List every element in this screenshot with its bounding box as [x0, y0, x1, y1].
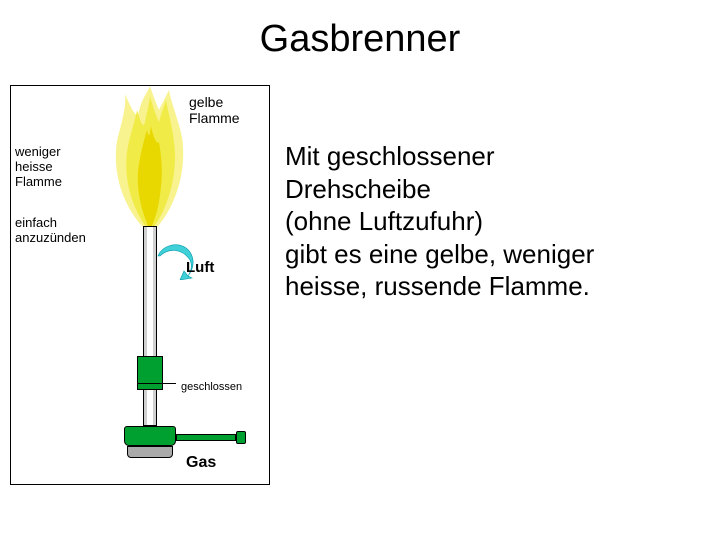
- collar-indicator-line: [137, 383, 176, 384]
- label-less-hot: weniger heisse Flamme: [15, 145, 62, 190]
- burner-tube: [143, 226, 157, 426]
- desc-line-2: Drehscheibe: [285, 173, 705, 206]
- desc-line-3: (ohne Luftzufuhr): [285, 205, 705, 238]
- burner-base: [124, 426, 176, 446]
- description-text: Mit geschlossener Drehscheibe (ohne Luft…: [285, 140, 705, 303]
- page-title: Gasbrenner: [0, 18, 720, 61]
- label-gas: Gas: [186, 454, 216, 472]
- label-easy-ignite: einfach anzuzünden: [15, 216, 86, 246]
- burner-diagram: gelbe Flamme weniger heisse Flamme einfa…: [10, 85, 270, 485]
- label-yellow-flame: gelbe Flamme: [189, 94, 240, 126]
- desc-line-4: gibt es eine gelbe, weniger: [285, 238, 705, 271]
- flame: [109, 86, 191, 236]
- desc-line-5: heisse, russende Flamme.: [285, 270, 705, 303]
- flame-icon: [109, 86, 191, 236]
- label-closed: geschlossen: [181, 381, 242, 394]
- gas-feed-end: [236, 431, 246, 444]
- gas-feed-pipe: [176, 434, 236, 441]
- air-collar: [137, 356, 163, 390]
- desc-line-1: Mit geschlossener: [285, 140, 705, 173]
- label-air: Luft: [186, 259, 214, 276]
- burner-foot: [127, 446, 173, 458]
